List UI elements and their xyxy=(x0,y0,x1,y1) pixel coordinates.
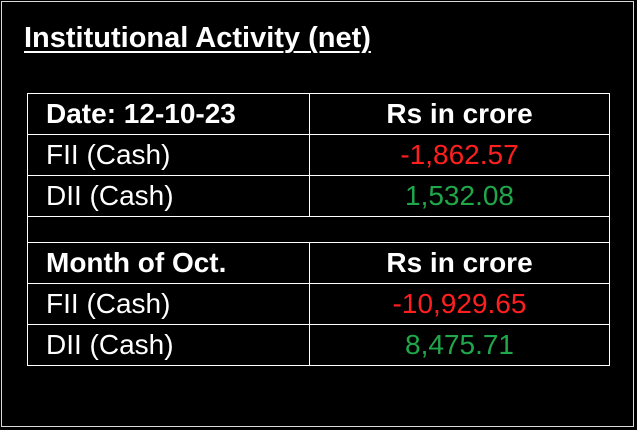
monthly-fii-label: FII (Cash) xyxy=(27,283,310,325)
table-row: DII (Cash) 8,475.71 xyxy=(27,324,610,366)
monthly-dii-label: DII (Cash) xyxy=(27,324,310,366)
daily-header-row: Date: 12-10-23 Rs in crore xyxy=(27,93,610,135)
table-row: DII (Cash) 1,532.08 xyxy=(27,175,610,217)
monthly-dii-value: 8,475.71 xyxy=(309,324,610,366)
page-title: Institutional Activity (net) xyxy=(24,22,371,54)
activity-table: Date: 12-10-23 Rs in crore FII (Cash) -1… xyxy=(27,93,610,366)
table-row: FII (Cash) -10,929.65 xyxy=(27,283,610,325)
daily-unit-header: Rs in crore xyxy=(309,93,610,135)
daily-dii-label: DII (Cash) xyxy=(27,175,310,217)
spacer-row xyxy=(27,216,610,243)
monthly-fii-value: -10,929.65 xyxy=(309,283,610,325)
daily-fii-label: FII (Cash) xyxy=(27,134,310,176)
daily-fii-value: -1,862.57 xyxy=(309,134,610,176)
table-row: FII (Cash) -1,862.57 xyxy=(27,134,610,176)
monthly-period-label: Month of Oct. xyxy=(27,242,310,284)
monthly-unit-header: Rs in crore xyxy=(309,242,610,284)
daily-date-label: Date: 12-10-23 xyxy=(27,93,310,135)
spacer-cell xyxy=(27,216,610,243)
daily-dii-value: 1,532.08 xyxy=(309,175,610,217)
monthly-header-row: Month of Oct. Rs in crore xyxy=(27,242,610,284)
